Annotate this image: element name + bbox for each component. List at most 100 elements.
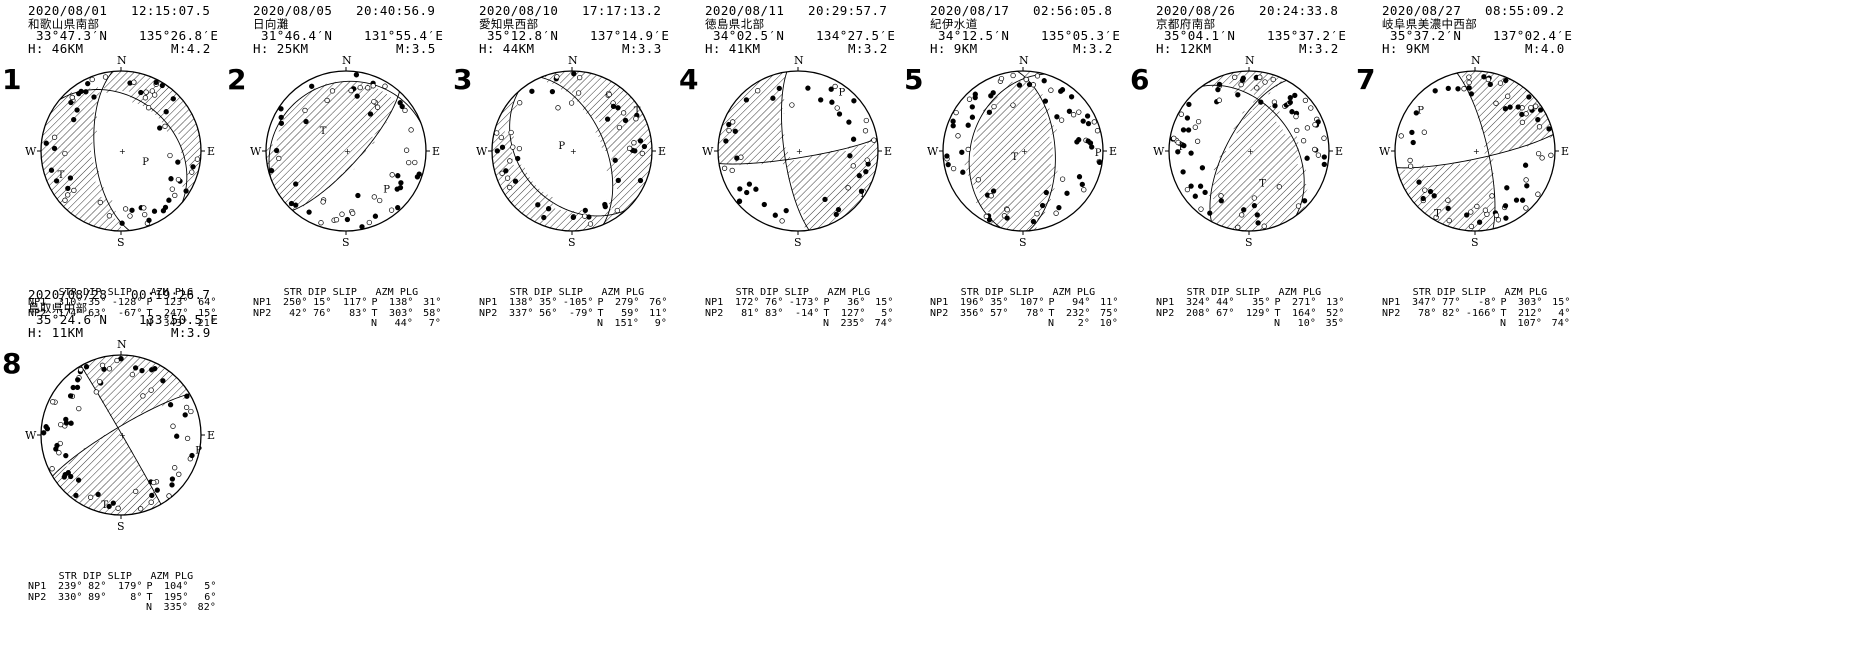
- parameter-table: STR DIP SLIP AZM PLG NP1 196° 35° 107° P 94° 1…: [930, 287, 1119, 330]
- axis-label: P: [371, 297, 378, 309]
- dip: 82°: [88, 581, 107, 593]
- depth-mag-line: H: 11KM M:3.9: [28, 326, 218, 340]
- azimuth: 279°: [615, 297, 640, 309]
- azimuth: 235°: [840, 318, 865, 330]
- plunge: 15°: [875, 297, 894, 309]
- strike: 174°: [58, 307, 83, 319]
- compass-west: W: [476, 145, 488, 158]
- plane-header: STR DIP SLIP: [58, 571, 133, 582]
- plane-label: NP2: [28, 591, 47, 603]
- axis-label: N: [597, 318, 604, 330]
- latitude: 35°37.2′N: [1389, 28, 1462, 43]
- axis-label: T: [1048, 307, 1055, 319]
- compass-west: W: [927, 145, 939, 158]
- axis-label: P: [1500, 297, 1507, 309]
- compass-north: N: [794, 54, 804, 67]
- dip: 76°: [313, 307, 332, 319]
- nodal-plane-1: [509, 91, 626, 217]
- table-header-row: STR DIP SLIP AZM PLG: [479, 287, 668, 298]
- table-row: NP2 78° 82° -166° T 212° 4°: [1382, 308, 1571, 319]
- slip: 8°: [130, 591, 143, 603]
- azimuth: 36°: [847, 297, 866, 309]
- table-row: NP1 347° 77° -8° P 303° 15°: [1382, 297, 1571, 309]
- plane-header: STR DIP SLIP: [58, 287, 133, 298]
- plunge: 13°: [1326, 297, 1345, 309]
- table-row: N 343° 21°: [28, 318, 217, 330]
- axis-label: N: [146, 318, 153, 330]
- center-mark: +: [570, 147, 577, 156]
- compass-west: W: [25, 145, 37, 158]
- event-panel: 2020/08/28 00:19:26.7 鳥取県中部 35°24.6′N 133…: [2, 287, 228, 613]
- parameter-table: STR DIP SLIP AZM PLG NP1 347° 77° -8° P 303° 1…: [1382, 287, 1571, 330]
- table-row: N 151° 9°: [479, 318, 668, 330]
- table-row: NP2 42° 76° 83° T 303° 58°: [253, 307, 442, 319]
- plunge: 75°: [1100, 307, 1119, 319]
- nodal-plane-1: [968, 73, 1046, 229]
- region-name: 京都府南部: [1156, 16, 1216, 31]
- table-row: NP2 356° 57° 78° T 232° 75°: [930, 307, 1119, 319]
- t-axis-label: T: [101, 500, 108, 511]
- azimuth: 138°: [389, 297, 414, 309]
- nodal-plane-1: [52, 393, 190, 477]
- beachball-diagram: N S W E + P T: [25, 54, 215, 249]
- beachball-diagram: N S W E + P T: [250, 54, 440, 249]
- event-panel: 2020/08/01 12:15:07.5 和歌山県南部 33°47.3′N 13…: [2, 4, 228, 329]
- plane-label: NP1: [28, 297, 47, 309]
- table-row: N 10° 35°: [1156, 318, 1345, 329]
- axis-header: AZM PLG: [601, 287, 645, 298]
- p-axis-label: P: [1417, 106, 1424, 117]
- p-axis-label: P: [839, 87, 846, 98]
- compass-south: S: [1471, 236, 1479, 249]
- event-number: 8: [2, 347, 22, 380]
- event-date: 2020/08/28: [28, 287, 108, 302]
- plunge: 11°: [1100, 297, 1119, 309]
- table-header-row: STR DIP SLIP AZM PLG: [1382, 287, 1571, 298]
- plane-header: STR DIP SLIP: [283, 287, 358, 298]
- axis-label: N: [1500, 318, 1507, 330]
- strike: 347°: [1412, 297, 1437, 309]
- date-time-line: 2020/08/01 12:15:07.5: [28, 4, 218, 18]
- compass-south: S: [568, 236, 576, 249]
- nodal-plane-2: [540, 76, 614, 225]
- event-time: 02:56:05.8: [1033, 3, 1113, 18]
- slip: 35°: [1252, 297, 1271, 309]
- plunge: 74°: [1551, 318, 1570, 330]
- depth-mag-line: H: 44KM M:3.3: [479, 42, 669, 56]
- azimuth: 127°: [841, 307, 866, 319]
- magnitude: M:3.2: [848, 40, 888, 56]
- region-name: 日向灘: [253, 16, 289, 31]
- event-panel: 2020/08/05 20:40:56.9 日向灘 31°46.4′N 131°5…: [227, 3, 453, 329]
- event-date: 2020/08/05: [253, 3, 333, 18]
- polarity-observations: [1170, 74, 1327, 230]
- center-mark: +: [1247, 147, 1254, 156]
- plane-label: NP1: [28, 581, 47, 593]
- table-row: NP1 172° 76° -173° P 36° 15°: [705, 297, 894, 309]
- compass-west: W: [1379, 145, 1391, 158]
- plunge: 21°: [197, 318, 216, 330]
- event-number: 2: [227, 63, 247, 96]
- compass-north: N: [1019, 54, 1029, 67]
- compass-south: S: [342, 236, 350, 249]
- axis-header: AZM PLG: [1052, 287, 1096, 298]
- event-header: 2020/08/28 00:19:26.7 鳥取県中部 35°24.6′N 133…: [28, 287, 218, 340]
- azimuth: 44°: [394, 318, 413, 330]
- magnitude: M:4.2: [171, 40, 211, 56]
- compass-north: N: [568, 54, 578, 67]
- nodal-plane-2: [93, 71, 130, 231]
- slip: -128°: [111, 297, 143, 309]
- date-time-line: 2020/08/17 02:56:05.8: [930, 3, 1120, 18]
- azimuth: 104°: [164, 581, 189, 593]
- azimuth: 335°: [163, 602, 188, 614]
- event-date: 2020/08/26: [1156, 3, 1236, 18]
- compass-north: N: [117, 54, 127, 67]
- axis-label: T: [1274, 307, 1281, 319]
- strike: 250°: [283, 297, 308, 309]
- slip: -67°: [118, 307, 143, 319]
- axis-header: AZM PLG: [150, 287, 194, 298]
- axis-label: P: [146, 581, 153, 593]
- dip: 35°: [88, 297, 107, 309]
- strike: 239°: [58, 581, 83, 593]
- axis-label: T: [146, 307, 153, 319]
- lat-lon-line: 33°47.3′N 135°26.8′E: [28, 29, 218, 43]
- dip: 15°: [313, 297, 332, 309]
